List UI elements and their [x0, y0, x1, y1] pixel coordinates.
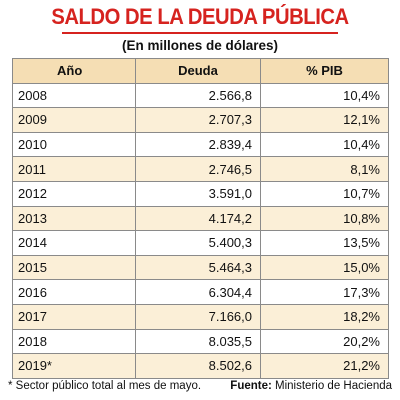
- pib-cell: 12,1%: [260, 107, 389, 133]
- table-row: 2009 2.707,3 12,1%: [12, 107, 389, 133]
- table-row: 2018 8.035,5 20,2%: [12, 328, 389, 355]
- table-row: 2014 5.400,3 13,5%: [12, 230, 389, 256]
- table-row: 2011 2.746,5 8,1%: [12, 156, 389, 182]
- year-cell: 2018: [12, 328, 136, 355]
- source: Fuente: Ministerio de Hacienda: [230, 380, 392, 392]
- table-body: 2008 2.566,8 10,4% 2009 2.707,3 12,1% 2010 2.83…: [12, 82, 389, 379]
- year-cell: 2012: [12, 180, 136, 207]
- column-header-pib: % PIB: [260, 58, 389, 84]
- table-row: 2013 4.174,2 10,8%: [12, 205, 389, 232]
- pib-cell: 10,8%: [260, 205, 389, 232]
- year-cell: 2009: [12, 107, 136, 133]
- debt-cell: 5.400,3: [135, 230, 261, 256]
- year-cell: 2019*: [12, 353, 136, 379]
- pib-cell: 18,2%: [260, 303, 389, 330]
- table-row: 2010 2.839,4 10,4%: [12, 131, 389, 158]
- pib-cell: 10,7%: [260, 180, 389, 207]
- pib-cell: 10,4%: [260, 131, 389, 158]
- debt-cell: 7.166,0: [135, 303, 261, 330]
- title-underline: [62, 32, 338, 34]
- table-row: 2012 3.591,0 10,7%: [12, 180, 389, 207]
- debt-cell: 2.566,8: [135, 82, 261, 109]
- year-cell: 2015: [12, 254, 136, 281]
- table-row: 2017 7.166,0 18,2%: [12, 303, 389, 330]
- debt-cell: 2.746,5: [135, 156, 261, 182]
- debt-cell: 4.174,2: [135, 205, 261, 232]
- table-row: 2008 2.566,8 10,4%: [12, 82, 389, 109]
- table-row: 2019* 8.502,6 21,2%: [12, 353, 389, 379]
- debt-cell: 6.304,4: [135, 279, 261, 305]
- pib-cell: 15,0%: [260, 254, 389, 281]
- debt-cell: 3.591,0: [135, 180, 261, 207]
- pib-cell: 20,2%: [260, 328, 389, 355]
- table-header-row: Año Deuda % PIB: [12, 58, 389, 84]
- year-cell: 2010: [12, 131, 136, 158]
- pib-cell: 21,2%: [260, 353, 389, 379]
- column-header-year: Año: [12, 58, 136, 84]
- column-header-debt: Deuda: [135, 58, 261, 84]
- debt-cell: 2.839,4: [135, 131, 261, 158]
- chart-title: SALDO DE LA DEUDA PÚBLICA: [51, 4, 349, 29]
- year-cell: 2014: [12, 230, 136, 256]
- year-cell: 2008: [12, 82, 136, 109]
- debt-cell: 8.035,5: [135, 328, 261, 355]
- footnote: * Sector público total al mes de mayo.: [8, 380, 202, 392]
- debt-cell: 8.502,6: [135, 353, 261, 379]
- table-row: 2015 5.464,3 15,0%: [12, 254, 389, 281]
- pib-cell: 13,5%: [260, 230, 389, 256]
- pib-cell: 17,3%: [260, 279, 389, 305]
- debt-table: Año Deuda % PIB 2008 2.566,8 10,4% 2009 2.70…: [12, 58, 389, 379]
- table-row: 2016 6.304,4 17,3%: [12, 279, 389, 305]
- year-cell: 2011: [12, 156, 136, 182]
- source-label: Fuente:: [230, 380, 272, 392]
- year-cell: 2016: [12, 279, 136, 305]
- debt-cell: 5.464,3: [135, 254, 261, 281]
- debt-cell: 2.707,3: [135, 107, 261, 133]
- year-cell: 2017: [12, 303, 136, 330]
- year-cell: 2013: [12, 205, 136, 232]
- chart-subtitle: (En millones de dólares): [121, 38, 279, 53]
- pib-cell: 10,4%: [260, 82, 389, 109]
- pib-cell: 8,1%: [260, 156, 389, 182]
- source-text: Ministerio de Hacienda: [271, 380, 392, 392]
